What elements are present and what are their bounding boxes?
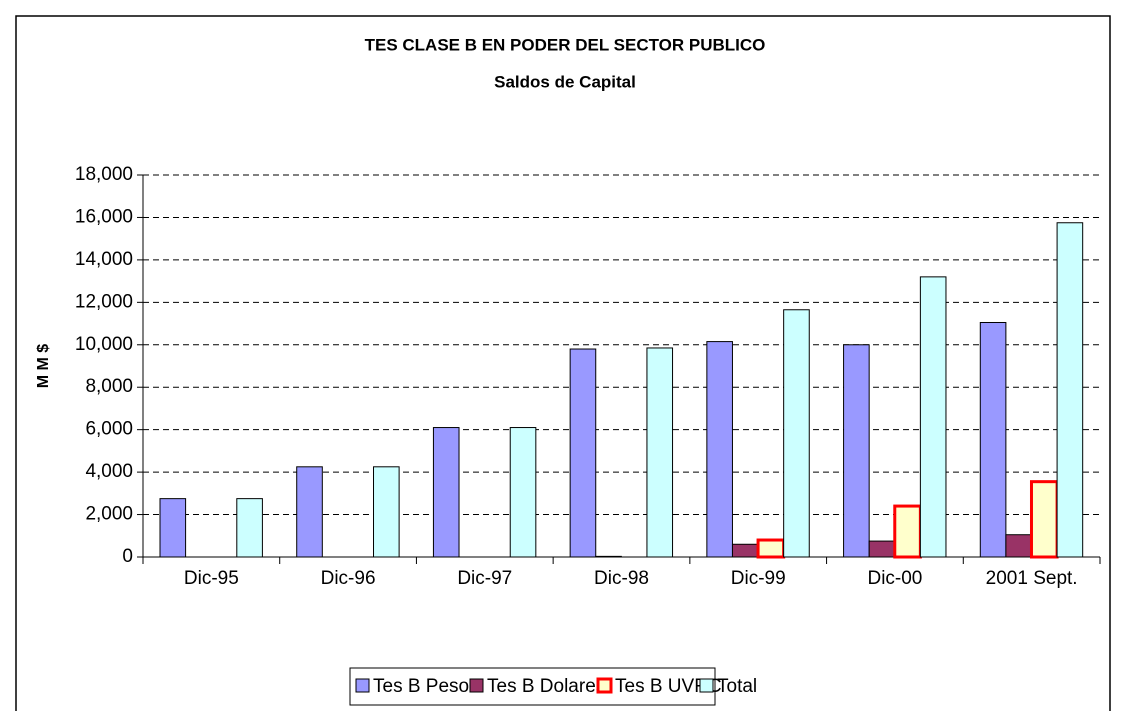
bar [1029, 480, 1059, 559]
bar [569, 348, 597, 558]
bar [1005, 534, 1032, 558]
bar [731, 543, 759, 558]
legend-swatch [596, 677, 613, 694]
y-tick-label: 2,000 [85, 504, 133, 525]
bar [919, 276, 947, 558]
y-tick-label: 12,000 [75, 291, 133, 312]
x-tick-label: Dic-96 [321, 568, 376, 589]
bar [432, 427, 460, 558]
chart-subtitle: Saldos de Capital [494, 72, 636, 91]
bar [595, 555, 622, 558]
legend-label: Tes B Pesos [373, 676, 479, 697]
bar [236, 498, 263, 558]
legend-swatch [355, 678, 370, 693]
bar [159, 498, 187, 558]
x-tick-label: Dic-98 [594, 568, 649, 589]
bar [646, 347, 674, 558]
x-tick-label: Dic-99 [731, 568, 786, 589]
legend-label: Total [717, 676, 757, 697]
y-axis-label: M M $ [35, 344, 52, 389]
bar [893, 504, 922, 559]
legend-label: Tes B UVRC [615, 676, 722, 697]
y-tick-label: 6,000 [85, 419, 133, 440]
legend-box [349, 667, 716, 706]
x-tick-label: Dic-97 [457, 568, 512, 589]
x-tick-label: 2001 Sept. [986, 568, 1078, 589]
bar [706, 341, 733, 558]
y-tick-label: 10,000 [75, 334, 133, 355]
y-tick-label: 18,000 [75, 164, 133, 185]
bar [1056, 222, 1084, 558]
chart-title: TES CLASE B EN PODER DEL SECTOR PUBLICO [365, 35, 766, 54]
bar [843, 344, 870, 558]
bar [373, 466, 400, 558]
bar [783, 309, 810, 558]
y-tick-label: 16,000 [75, 206, 133, 227]
chart-border [15, 15, 1111, 711]
bar [979, 321, 1007, 558]
bar [868, 540, 896, 558]
y-tick-label: 0 [122, 546, 133, 567]
legend-swatch [469, 678, 484, 693]
y-tick-label: 14,000 [75, 249, 133, 270]
bar [756, 538, 786, 559]
legend-swatch [699, 678, 714, 693]
x-tick-label: Dic-95 [184, 568, 239, 589]
legend-label: Tes B Dolares [487, 676, 605, 697]
y-tick-label: 4,000 [85, 461, 133, 482]
bar [509, 427, 537, 558]
bar [296, 466, 323, 558]
y-tick-label: 8,000 [85, 376, 133, 397]
x-tick-label: Dic-00 [867, 568, 922, 589]
